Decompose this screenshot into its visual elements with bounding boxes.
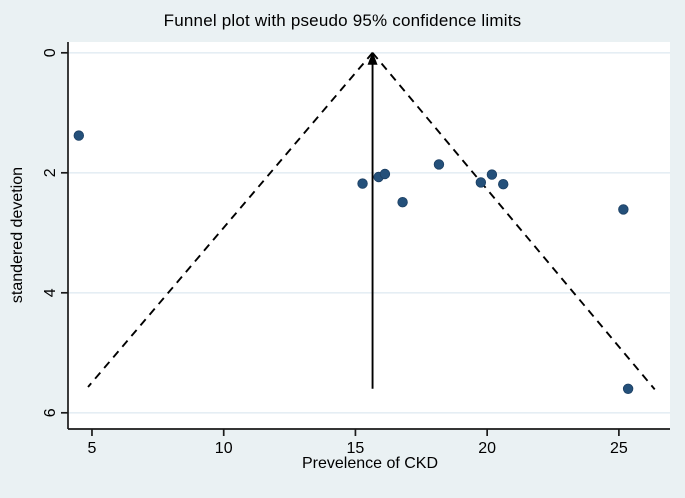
data-point — [618, 204, 629, 215]
y-tick-label: 0 — [42, 48, 59, 57]
x-tick-label: 25 — [610, 440, 628, 457]
data-point — [357, 178, 368, 189]
y-tick-label: 4 — [42, 288, 59, 297]
x-tick-label: 10 — [215, 440, 233, 457]
x-tick-label: 5 — [88, 440, 97, 457]
x-tick-label: 20 — [478, 440, 496, 457]
confidence-limit-left-line — [87, 52, 374, 388]
data-point — [486, 169, 498, 180]
y-tick-label: 6 — [42, 408, 59, 417]
data-point — [433, 159, 445, 170]
confidence-limit-right-line — [371, 52, 656, 391]
chart-title: Funnel plot with pseudo 95% confidence l… — [163, 11, 522, 30]
plot-area — [68, 42, 670, 429]
data-point — [397, 196, 408, 208]
x-tick-label: 15 — [347, 440, 365, 457]
y-tick-label: 2 — [42, 168, 59, 177]
data-point — [475, 177, 487, 188]
data-point — [379, 168, 391, 180]
arrowhead-up-icon — [367, 51, 378, 65]
data-point — [73, 130, 85, 141]
x-axis-title: Prevelence of CKD — [301, 455, 439, 472]
data-point — [498, 178, 509, 190]
data-point — [622, 383, 634, 395]
